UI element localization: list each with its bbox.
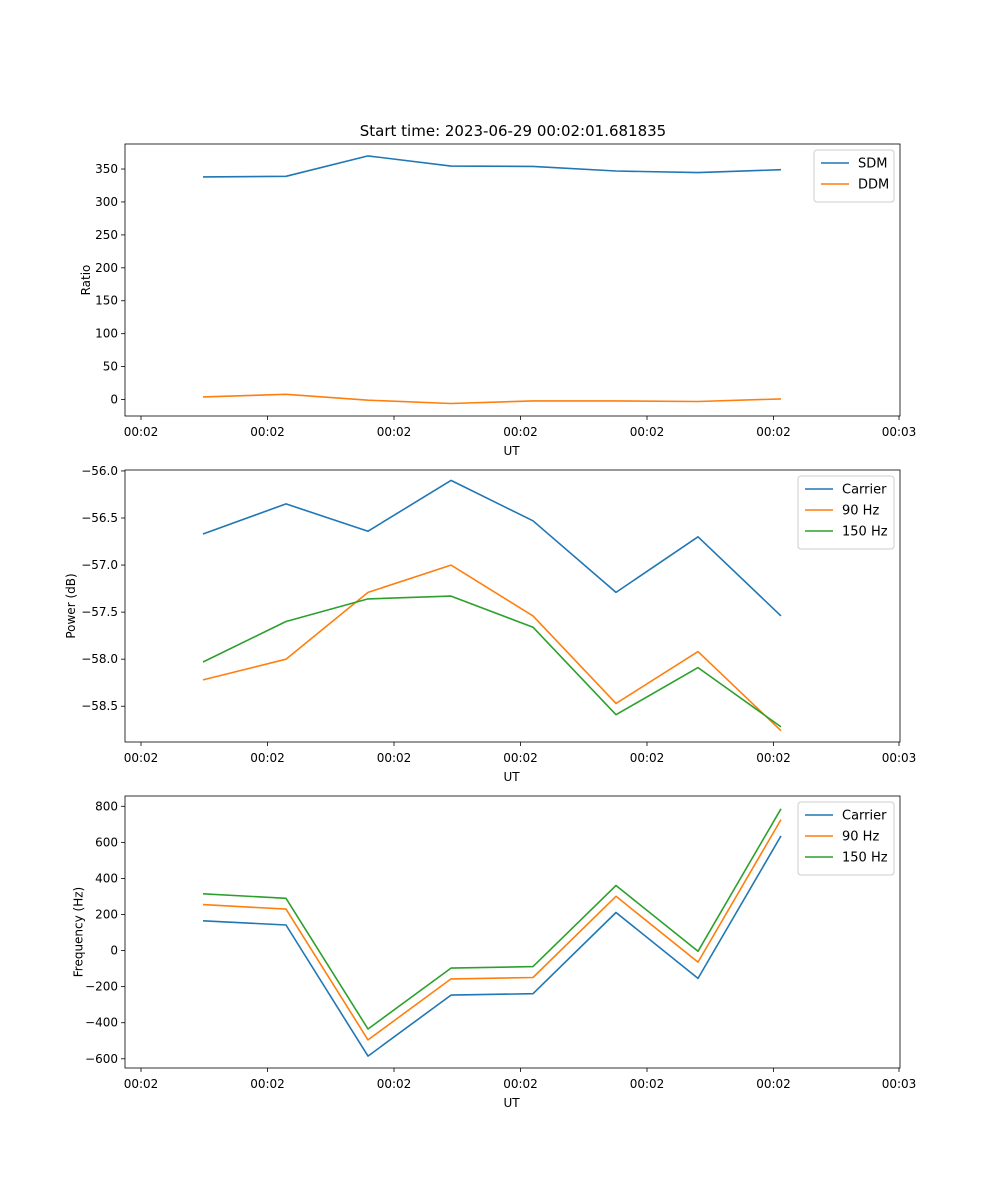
y-tick-label: 200	[95, 261, 118, 275]
x-tick-label: 00:03	[882, 425, 917, 439]
x-tick-label: 00:02	[250, 751, 285, 765]
y-tick-label: 150	[95, 294, 118, 308]
series-line-carrier	[202, 479, 782, 617]
legend-label: DDM	[858, 178, 889, 193]
chart-panel-3: 00:02 00:02 00:02 00:02 00:02 00:02 00:03 UT −60…	[72, 795, 917, 1110]
x-tick-label: 00:02	[630, 751, 665, 765]
x-tick-label: 00:02	[503, 1077, 538, 1091]
x-tick-label: 00:02	[503, 751, 538, 765]
chart-panel-1: 00:02 00:02 00:02 00:02 00:02 00:02 00:03 UT 0 50…	[79, 143, 917, 458]
y-tick-label: −57.5	[81, 605, 118, 619]
x-tick-label: 00:02	[124, 1077, 159, 1091]
plot-frame	[124, 469, 901, 743]
x-tick-label: 00:02	[250, 1077, 285, 1091]
x-tick-label: 00:02	[250, 425, 285, 439]
x-tick-label: 00:02	[124, 751, 159, 765]
y-tick-label: 50	[103, 360, 118, 374]
x-tick-label: 00:02	[756, 1077, 791, 1091]
series-line-150-hz	[202, 595, 782, 728]
series-line-90-hz	[202, 564, 782, 732]
x-tick-label: 00:02	[377, 1077, 412, 1091]
series-line-150-hz	[202, 808, 782, 1030]
series-line-90-hz	[202, 819, 782, 1041]
x-tick-label: 00:03	[882, 751, 917, 765]
x-tick-label: 00:02	[377, 751, 412, 765]
y-axis-label: Power (dB)	[64, 573, 78, 638]
y-tick-label: 100	[95, 327, 118, 341]
chart-panel-2: 00:02 00:02 00:02 00:02 00:02 00:02 00:03 UT −58…	[64, 464, 916, 784]
y-axis-label: Frequency (Hz)	[72, 887, 86, 978]
y-tick-label: −57.0	[81, 558, 118, 572]
y-tick-label: −400	[85, 1016, 118, 1030]
legend-label: 150 Hz	[842, 525, 888, 540]
x-tick-label: 00:02	[756, 751, 791, 765]
x-tick-label: 00:03	[882, 1077, 917, 1091]
plot-frame	[124, 143, 901, 417]
x-tick-label: 00:02	[124, 425, 159, 439]
y-tick-label: 0	[110, 944, 118, 958]
y-tick-label: 400	[95, 871, 118, 885]
x-tick-label: 00:02	[630, 425, 665, 439]
y-tick-label: 600	[95, 835, 118, 849]
y-tick-label: −58.5	[81, 699, 118, 713]
y-tick-label: 250	[95, 228, 118, 242]
y-tick-label: −600	[85, 1052, 118, 1066]
figure-title: Start time: 2023-06-29 00:02:01.681835	[360, 122, 666, 140]
x-tick-label: 00:02	[503, 425, 538, 439]
series-line-sdm	[202, 155, 782, 178]
y-tick-label: 0	[110, 393, 118, 407]
y-axis-label: Ratio	[79, 265, 93, 296]
y-tick-label: 200	[95, 908, 118, 922]
y-tick-label: 300	[95, 195, 118, 209]
x-axis-label: UT	[503, 1096, 520, 1110]
x-axis-label: UT	[503, 770, 520, 784]
y-tick-label: −56.0	[81, 464, 118, 478]
x-tick-label: 00:02	[377, 425, 412, 439]
legend-label: Carrier	[842, 483, 887, 498]
y-tick-label: −56.5	[81, 511, 118, 525]
legend-label: Carrier	[842, 809, 887, 824]
y-tick-label: 800	[95, 799, 118, 813]
legend-label: 150 Hz	[842, 851, 888, 866]
legend-label: 90 Hz	[842, 830, 879, 845]
legend-label: SDM	[858, 157, 887, 172]
x-tick-label: 00:02	[630, 1077, 665, 1091]
series-line-ddm	[202, 393, 782, 405]
y-tick-label: 350	[95, 162, 118, 176]
series-line-carrier	[202, 835, 782, 1057]
legend-label: 90 Hz	[842, 504, 879, 519]
y-tick-label: −200	[85, 980, 118, 994]
x-tick-label: 00:02	[756, 425, 791, 439]
x-axis-label: UT	[503, 444, 520, 458]
plot-frame	[124, 795, 901, 1069]
y-tick-label: −58.0	[81, 652, 118, 666]
